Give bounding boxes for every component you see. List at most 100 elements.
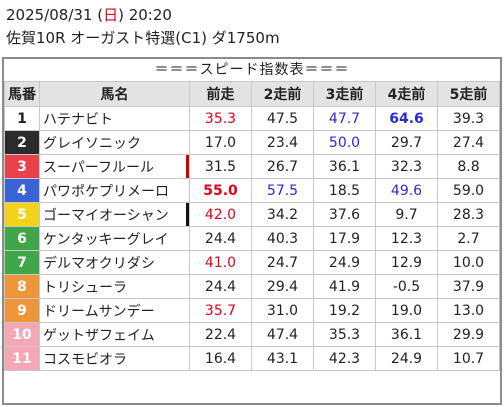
horse-name: デルマオクリダシ: [39, 250, 190, 275]
speed-index-value: 42.3: [313, 346, 376, 371]
speed-index-value: 18.5: [313, 178, 376, 203]
horse-name: トリシューラ: [39, 274, 190, 299]
horse-name: ケンタッキーグレイ: [39, 226, 190, 251]
speed-index-value: 47.7: [313, 106, 376, 131]
horse-name: ゴーマイオーシャン: [39, 202, 190, 227]
speed-index-value: 13.0: [437, 298, 500, 323]
speed-index-value: 36.1: [313, 154, 376, 179]
speed-index-value: 64.6: [375, 106, 438, 131]
col-header-horse-name: 馬名: [39, 81, 190, 107]
table-row: 10 ゲットザフェイム 22.4 47.4 35.3 36.1 29.9: [4, 322, 500, 347]
horse-name: コスモビオラ: [39, 346, 190, 371]
speed-index-value: 34.2: [251, 202, 314, 227]
speed-index-value: 50.0: [313, 130, 376, 155]
speed-index-value: 35.3: [189, 106, 252, 131]
race-header: 2025/08/31 (日) 20:20 佐賀10R オーガスト特選(C1) ダ…: [6, 4, 280, 50]
speed-index-value: 31.0: [251, 298, 314, 323]
speed-index-value: 37.6: [313, 202, 376, 227]
speed-index-value: 19.2: [313, 298, 376, 323]
speed-index-value: 55.0: [189, 178, 252, 203]
speed-index-value: 36.1: [375, 322, 438, 347]
col-header-4-races-ago: 4走前: [375, 81, 438, 107]
speed-index-value: 32.3: [375, 154, 438, 179]
speed-index-value: 35.7: [189, 298, 252, 323]
horse-number: 9: [4, 298, 40, 323]
horse-number: 11: [4, 346, 40, 371]
speed-index-value: 24.7: [251, 250, 314, 275]
speed-index-value: -0.5: [375, 274, 438, 299]
horse-name: スーパーフルール: [39, 154, 190, 179]
speed-index-value: 41.0: [189, 250, 252, 275]
table-row: 9 ドリームサンデー 35.7 31.0 19.2 19.0 13.0: [4, 298, 500, 323]
table-row: 2 グレイソニック 17.0 23.4 50.0 29.7 27.4: [4, 130, 500, 155]
table-title: ＝＝＝スピード指数表＝＝＝: [154, 62, 350, 78]
horse-name: ゲットザフェイム: [39, 322, 190, 347]
weekday: 日: [103, 6, 119, 24]
date-suffix: ) 20:20: [118, 6, 172, 24]
speed-index-value: 10.0: [437, 250, 500, 275]
speed-index-value: 29.7: [375, 130, 438, 155]
speed-index-value: 37.9: [437, 274, 500, 299]
speed-index-value: 35.3: [313, 322, 376, 347]
horse-number: 10: [4, 322, 40, 347]
table-row: 4 パワポケプリメーロ 55.0 57.5 18.5 49.6 59.0: [4, 178, 500, 203]
speed-index-value: 24.9: [313, 250, 376, 275]
speed-index-value: 31.5: [189, 154, 252, 179]
speed-index-value: 12.9: [375, 250, 438, 275]
horse-number: 7: [4, 250, 40, 275]
speed-index-value: 12.3: [375, 226, 438, 251]
speed-index-value: 57.5: [251, 178, 314, 203]
table-row: 6 ケンタッキーグレイ 24.4 40.3 17.9 12.3 2.7: [4, 226, 500, 251]
table-row: 11 コスモビオラ 16.4 43.1 42.3 24.9 10.7: [4, 346, 500, 371]
speed-index-value: 17.0: [189, 130, 252, 155]
speed-index-table: 馬番 馬名 前走 2走前 3走前 4走前 5走前 1 ハテナビト 35.3 47.5 4…: [4, 81, 500, 371]
speed-index-value: 41.9: [313, 274, 376, 299]
col-header-last-race: 前走: [189, 81, 252, 107]
table-row: 1 ハテナビト 35.3 47.5 47.7 64.6 39.3: [4, 106, 500, 131]
col-header-3-races-ago: 3走前: [313, 81, 376, 107]
speed-index-value: 22.4: [189, 322, 252, 347]
speed-index-value: 10.7: [437, 346, 500, 371]
table-row: 5 ゴーマイオーシャン 42.0 34.2 37.6 9.7 28.3: [4, 202, 500, 227]
speed-index-value: 49.6: [375, 178, 438, 203]
speed-index-value: 8.8: [437, 154, 500, 179]
horse-number: 2: [4, 130, 40, 155]
speed-index-value: 26.7: [251, 154, 314, 179]
speed-index-value: 42.0: [189, 202, 252, 227]
speed-index-value: 39.3: [437, 106, 500, 131]
horse-number: 1: [4, 106, 40, 131]
horse-number: 5: [4, 202, 40, 227]
speed-index-value: 2.7: [437, 226, 500, 251]
date-prefix: 2025/08/31 (: [6, 6, 104, 24]
speed-index-value: 47.5: [251, 106, 314, 131]
speed-index-value: 43.1: [251, 346, 314, 371]
table-body: 1 ハテナビト 35.3 47.5 47.7 64.6 39.3 2 グレイソニック 17.0 23…: [4, 106, 500, 371]
col-header-5-races-ago: 5走前: [437, 81, 500, 107]
speed-index-value: 24.4: [189, 274, 252, 299]
speed-index-value: 19.0: [375, 298, 438, 323]
table-header-row: 馬番 馬名 前走 2走前 3走前 4走前 5走前: [4, 81, 500, 107]
table-row: 7 デルマオクリダシ 41.0 24.7 24.9 12.9 10.0: [4, 250, 500, 275]
speed-index-value: 23.4: [251, 130, 314, 155]
horse-name: グレイソニック: [39, 130, 190, 155]
horse-name: ハテナビト: [39, 106, 190, 131]
speed-index-value: 24.9: [375, 346, 438, 371]
speed-index-value: 28.3: [437, 202, 500, 227]
speed-index-table-frame: ＝＝＝スピード指数表＝＝＝ 馬番 馬名 前走 2走前 3走前 4走前 5走前 1…: [2, 57, 502, 405]
col-header-number: 馬番: [4, 81, 40, 107]
horse-name: パワポケプリメーロ: [39, 178, 190, 203]
horse-number: 8: [4, 274, 40, 299]
speed-index-value: 24.4: [189, 226, 252, 251]
race-datetime: 2025/08/31 (日) 20:20: [6, 4, 280, 27]
horse-number: 6: [4, 226, 40, 251]
speed-index-value: 47.4: [251, 322, 314, 347]
speed-index-value: 59.0: [437, 178, 500, 203]
speed-index-value: 9.7: [375, 202, 438, 227]
race-info: 佐賀10R オーガスト特選(C1) ダ1750m: [6, 29, 280, 47]
speed-index-value: 40.3: [251, 226, 314, 251]
horse-number: 3: [4, 154, 40, 179]
horse-name: ドリームサンデー: [39, 298, 190, 323]
speed-index-value: 17.9: [313, 226, 376, 251]
speed-index-value: 27.4: [437, 130, 500, 155]
speed-index-value: 29.9: [437, 322, 500, 347]
